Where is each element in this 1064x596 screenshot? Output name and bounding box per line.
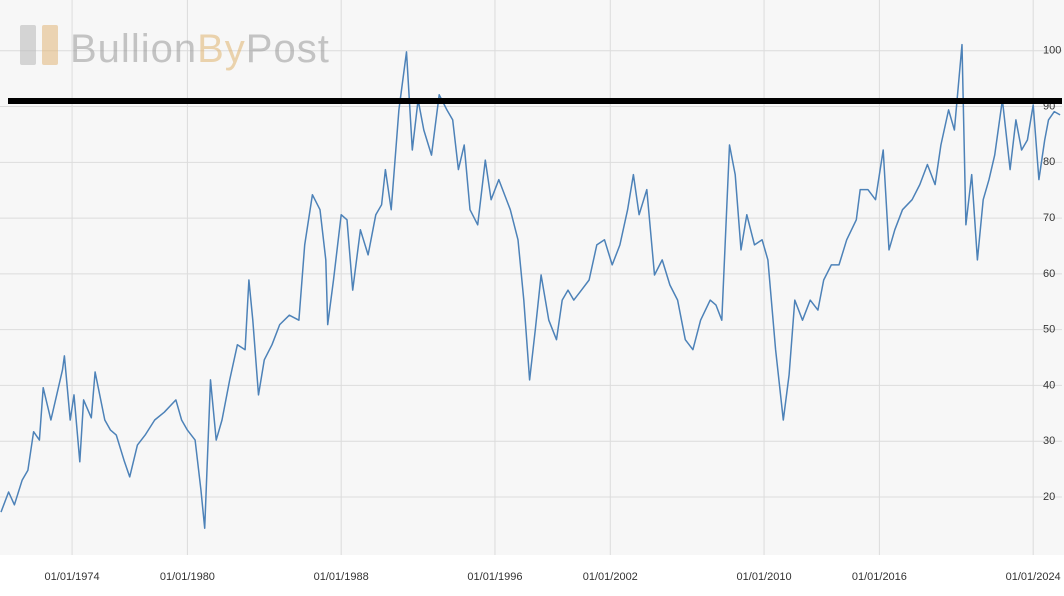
watermark: BullionByPost bbox=[20, 25, 330, 71]
data-line bbox=[0, 43, 1061, 529]
plot-background bbox=[0, 0, 1064, 555]
y-tick-label: 100 bbox=[1043, 45, 1061, 57]
x-tick-label: 01/01/1974 bbox=[45, 571, 100, 583]
x-tick-label: 01/01/1980 bbox=[160, 571, 215, 583]
logo-part: By bbox=[197, 27, 246, 71]
x-tick-label: 01/01/1988 bbox=[314, 571, 369, 583]
y-tick-label: 50 bbox=[1043, 324, 1055, 336]
x-tick-label: 01/01/2010 bbox=[737, 571, 792, 583]
y-tick-label: 40 bbox=[1043, 379, 1055, 391]
logo-part: Post bbox=[246, 27, 330, 71]
logo-bar bbox=[20, 25, 36, 65]
x-tick-label: 01/01/2002 bbox=[583, 571, 638, 583]
y-tick-label: 20 bbox=[1043, 491, 1055, 503]
x-tick-label: 01/01/1996 bbox=[467, 571, 522, 583]
logo-bar bbox=[42, 25, 58, 65]
y-tick-label: 70 bbox=[1043, 212, 1055, 224]
y-tick-label: 60 bbox=[1043, 268, 1055, 280]
logo-part: Bullion bbox=[70, 27, 197, 71]
y-tick-label: 30 bbox=[1043, 435, 1055, 447]
x-tick-label: 01/01/2016 bbox=[852, 571, 907, 583]
y-tick-label: 80 bbox=[1043, 156, 1055, 168]
grid bbox=[0, 0, 1062, 555]
logo-text: BullionByPost bbox=[70, 27, 330, 71]
x-tick-label: 01/01/2024 bbox=[1006, 571, 1061, 583]
